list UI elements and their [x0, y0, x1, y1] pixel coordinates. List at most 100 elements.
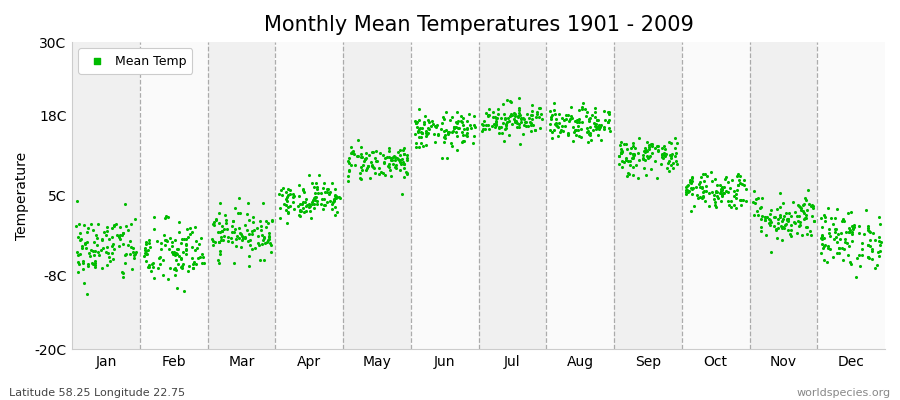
Point — [522, 119, 536, 125]
Point — [309, 194, 323, 201]
Point — [773, 212, 788, 218]
Point — [450, 120, 464, 126]
Point — [593, 123, 608, 130]
Point — [126, 245, 140, 251]
Point — [503, 98, 517, 104]
Point — [357, 158, 372, 164]
Point — [380, 153, 394, 160]
Point — [655, 154, 670, 161]
Point — [128, 216, 142, 222]
Point — [72, 261, 86, 268]
Point — [512, 124, 526, 130]
Point — [91, 221, 105, 227]
Point — [730, 172, 744, 179]
Point — [361, 152, 375, 158]
Point — [841, 210, 855, 216]
Point — [278, 207, 293, 213]
Point — [140, 251, 154, 258]
Point — [748, 199, 762, 206]
Point — [580, 109, 594, 115]
Point — [664, 154, 679, 161]
Point — [188, 224, 202, 230]
Point — [84, 247, 98, 254]
Point — [149, 237, 164, 244]
Point — [79, 239, 94, 245]
Point — [224, 234, 238, 241]
Point — [734, 201, 748, 208]
Point — [642, 144, 656, 150]
Point — [768, 214, 782, 220]
Point — [176, 261, 190, 268]
Point — [80, 229, 94, 235]
Point — [241, 238, 256, 244]
Point — [436, 127, 451, 134]
Point — [849, 274, 863, 280]
Point — [73, 250, 87, 257]
Point — [814, 235, 829, 242]
Point — [796, 216, 811, 222]
Point — [525, 102, 539, 108]
Point — [329, 209, 344, 215]
Point — [274, 187, 288, 194]
Point — [230, 210, 245, 216]
Point — [307, 190, 321, 196]
Point — [408, 131, 422, 138]
Point — [410, 128, 425, 135]
Point — [254, 227, 268, 233]
Point — [372, 171, 386, 178]
Point — [428, 122, 442, 129]
Point — [626, 151, 640, 157]
Bar — [614, 42, 682, 350]
Point — [770, 216, 785, 222]
Point — [821, 245, 835, 252]
Point — [295, 201, 310, 207]
Point — [628, 162, 643, 168]
Point — [410, 119, 425, 125]
Point — [397, 165, 411, 172]
Point — [307, 205, 321, 211]
Point — [730, 187, 744, 193]
Point — [112, 232, 127, 238]
Point — [721, 189, 735, 196]
Point — [836, 216, 850, 222]
Point — [123, 251, 138, 258]
Point — [581, 131, 596, 137]
Point — [776, 216, 790, 222]
Point — [527, 126, 542, 133]
Point — [303, 203, 318, 209]
Point — [413, 129, 428, 135]
Point — [326, 199, 340, 205]
Point — [449, 128, 464, 135]
Point — [584, 137, 598, 144]
Point — [571, 123, 585, 129]
Point — [393, 161, 408, 167]
Bar — [411, 42, 479, 350]
Point — [732, 177, 746, 183]
Point — [215, 227, 230, 234]
Point — [117, 201, 131, 208]
Point — [139, 239, 153, 246]
Point — [391, 156, 405, 162]
Point — [176, 236, 191, 243]
Point — [687, 203, 701, 209]
Point — [175, 265, 189, 271]
Point — [466, 139, 481, 146]
Point — [823, 233, 837, 239]
Point — [659, 151, 673, 157]
Point — [638, 147, 652, 154]
Point — [412, 126, 427, 132]
Point — [561, 112, 575, 118]
Point — [623, 162, 637, 168]
Point — [827, 226, 842, 232]
Point — [159, 213, 174, 220]
Point — [821, 205, 835, 211]
Point — [544, 126, 558, 133]
Point — [425, 117, 439, 124]
Point — [448, 119, 463, 126]
Point — [820, 259, 834, 266]
Point — [419, 130, 434, 137]
Point — [466, 122, 481, 128]
Point — [519, 111, 534, 118]
Point — [545, 111, 560, 118]
Point — [582, 130, 597, 136]
